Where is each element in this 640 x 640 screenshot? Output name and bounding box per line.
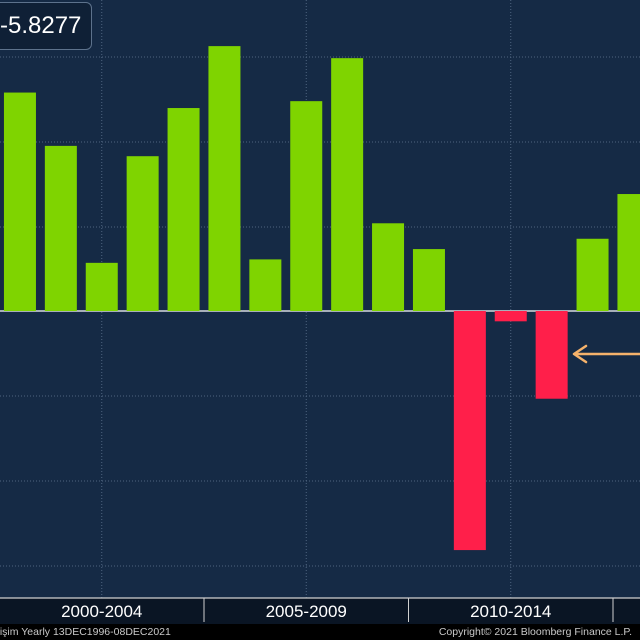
last-value-box: -5.8277 — [0, 2, 92, 50]
bar-2007 — [290, 101, 323, 311]
bar-2001 — [44, 145, 77, 311]
bar-2012 — [494, 311, 527, 322]
annotation-arrow-head — [572, 344, 588, 364]
bar-2010 — [412, 249, 445, 311]
footer-series-info: ğişim Yearly 13DEC1996-08DEC2021 — [0, 626, 171, 638]
bar-2015 — [617, 194, 640, 311]
bar-2008 — [331, 58, 364, 311]
x-tick-label: 2010-2014 — [470, 602, 551, 621]
bar-2000 — [3, 92, 36, 311]
last-value-text: -5.8277 — [0, 12, 82, 39]
bar-2003 — [126, 156, 159, 311]
x-axis-band — [0, 598, 640, 624]
footer-copyright: Copyright© 2021 Bloomberg Finance L.P. — [438, 626, 632, 638]
bar-2014 — [576, 238, 609, 311]
bar-2005 — [208, 46, 241, 312]
bar-2011 — [453, 311, 486, 551]
bar-2006 — [249, 259, 282, 311]
x-tick-label: 2000-2004 — [61, 602, 142, 621]
chart-footer: ğişim Yearly 13DEC1996-08DEC2021 Copyrig… — [0, 624, 640, 640]
bar-2009 — [372, 223, 405, 311]
bar-2002 — [85, 262, 118, 311]
bar-2004 — [167, 108, 200, 311]
bar-2013 — [535, 311, 568, 399]
x-tick-label: 2005-2009 — [266, 602, 347, 621]
